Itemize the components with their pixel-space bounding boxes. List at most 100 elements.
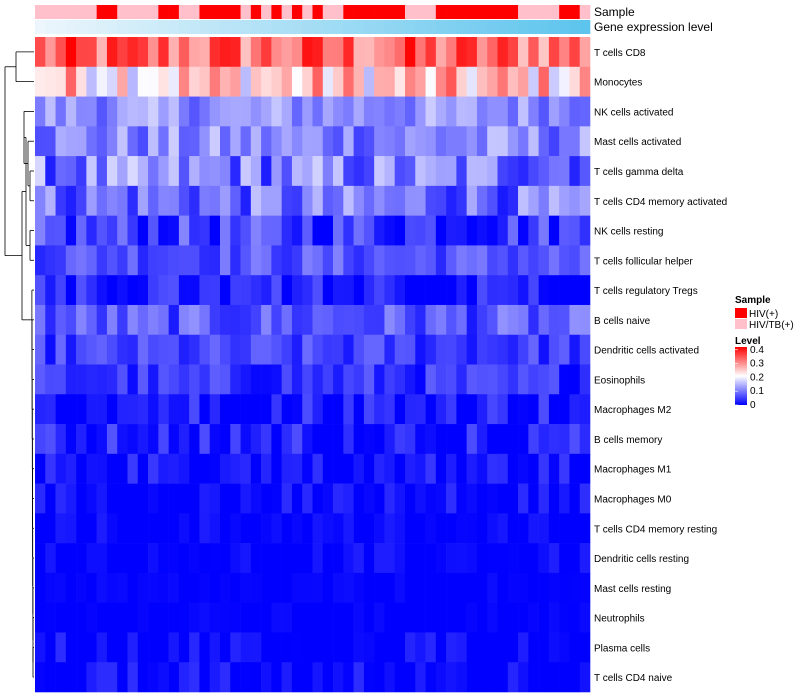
heatmap-cell (569, 96, 581, 127)
heatmap-cell (76, 453, 87, 484)
heatmap-cell (189, 364, 200, 395)
level-colorbar (735, 347, 747, 405)
heatmap-cell (374, 215, 385, 246)
heatmap-cell (353, 185, 365, 216)
heatmap-cell (435, 483, 447, 514)
heatmap-cell (86, 483, 97, 514)
heatmap-cell (333, 662, 344, 693)
heatmap-cell (65, 543, 77, 574)
sample-annotation-cell (374, 5, 385, 19)
heatmap-cell (425, 364, 437, 395)
heatmap-cell (230, 632, 241, 663)
heatmap-cell (261, 245, 272, 276)
heatmap-cell (199, 334, 211, 365)
heatmap-cell (45, 483, 56, 514)
heatmap-cell (281, 662, 293, 693)
heatmap-cell (353, 334, 365, 365)
heatmap-cell (415, 334, 426, 365)
heatmap-cell (569, 215, 581, 246)
heatmap-cell (168, 453, 180, 484)
heatmap-cell (148, 126, 159, 157)
heatmap-cell (291, 572, 303, 603)
heatmap-cell (507, 245, 519, 276)
gene-annotation-cell (548, 20, 560, 34)
heatmap-cell (220, 37, 231, 68)
heatmap-cell (405, 632, 416, 663)
heatmap-cell (209, 602, 221, 633)
heatmap-cell (446, 632, 457, 663)
heatmap-cell (209, 275, 221, 306)
heatmap-cell (425, 66, 437, 97)
heatmap-cell (415, 96, 426, 127)
gene-annotation-cell (281, 20, 293, 34)
heatmap-cell (528, 364, 539, 395)
gene-annotation-cell (538, 20, 550, 34)
heatmap-cell (579, 37, 591, 68)
heatmap-cell (178, 364, 190, 395)
heatmap-cell (384, 304, 396, 336)
heatmap-cell (250, 572, 262, 603)
heatmap-cell (548, 334, 560, 365)
heatmap-cell (466, 126, 478, 157)
heatmap-cell (35, 453, 46, 484)
heatmap-cell (291, 304, 303, 336)
heatmap-cell (333, 543, 344, 574)
heatmap-cell (117, 126, 128, 157)
heatmap-cell (507, 334, 519, 365)
heatmap-cell (476, 37, 488, 68)
heatmap-cell (312, 156, 324, 187)
heatmap-cell (446, 483, 457, 514)
heatmap-cell (199, 96, 211, 127)
heatmap-cell (569, 126, 581, 157)
heatmap-cell (178, 334, 190, 365)
sample-annotation-cell (497, 5, 509, 19)
sample-annotation-cell (466, 5, 478, 19)
heatmap-cell (158, 275, 169, 306)
heatmap-cell (261, 126, 272, 157)
heatmap-cell (106, 662, 118, 693)
heatmap-cell (548, 66, 560, 97)
heatmap-cell (374, 424, 385, 455)
heatmap-cell (127, 424, 139, 455)
row-labels: T cells CD8 Monocytes NK cells activated Ma… (594, 48, 727, 684)
heatmap-cell (240, 334, 252, 365)
heatmap-cell (76, 513, 87, 544)
heatmap-cell (322, 156, 334, 187)
heatmap-cell (466, 483, 478, 514)
sample-annotation-cell (127, 5, 139, 19)
gene-annotation-cell (518, 20, 529, 34)
heatmap-cell (189, 37, 200, 68)
heatmap-cell (538, 334, 550, 365)
heatmap-cell (35, 185, 46, 216)
heatmap-cell (497, 424, 509, 455)
heatmap-cell (199, 483, 211, 514)
heatmap-cell (281, 156, 293, 187)
heatmap-cell (127, 543, 139, 574)
gene-annotation-cell (189, 20, 200, 34)
heatmap-cell (487, 424, 498, 455)
heatmap-cell (374, 394, 385, 425)
heatmap-cell (579, 513, 591, 544)
sample-annotation-cell (261, 5, 272, 19)
heatmap-cell (559, 37, 570, 68)
heatmap-cell (117, 66, 128, 97)
heatmap-cell (528, 304, 539, 336)
heatmap-cell (343, 66, 354, 97)
heatmap-cell (127, 453, 139, 484)
heatmap-cell (394, 66, 406, 97)
row-label: Macrophages M0 (594, 494, 672, 505)
heatmap-cell (415, 275, 426, 306)
heatmap-cell (96, 96, 108, 127)
row-label: T cells regulatory Tregs (594, 286, 698, 297)
heatmap-cell (425, 37, 437, 68)
heatmap-cell (538, 96, 550, 127)
heatmap-cell (250, 334, 262, 365)
heatmap-cell (518, 602, 529, 633)
heatmap-cell (322, 543, 334, 574)
heatmap-cell (45, 156, 56, 187)
heatmap-cell (394, 424, 406, 455)
heatmap-cell (405, 185, 416, 216)
heatmap-cell (579, 185, 591, 216)
heatmap-cell (261, 453, 272, 484)
heatmap-cell (250, 453, 262, 484)
